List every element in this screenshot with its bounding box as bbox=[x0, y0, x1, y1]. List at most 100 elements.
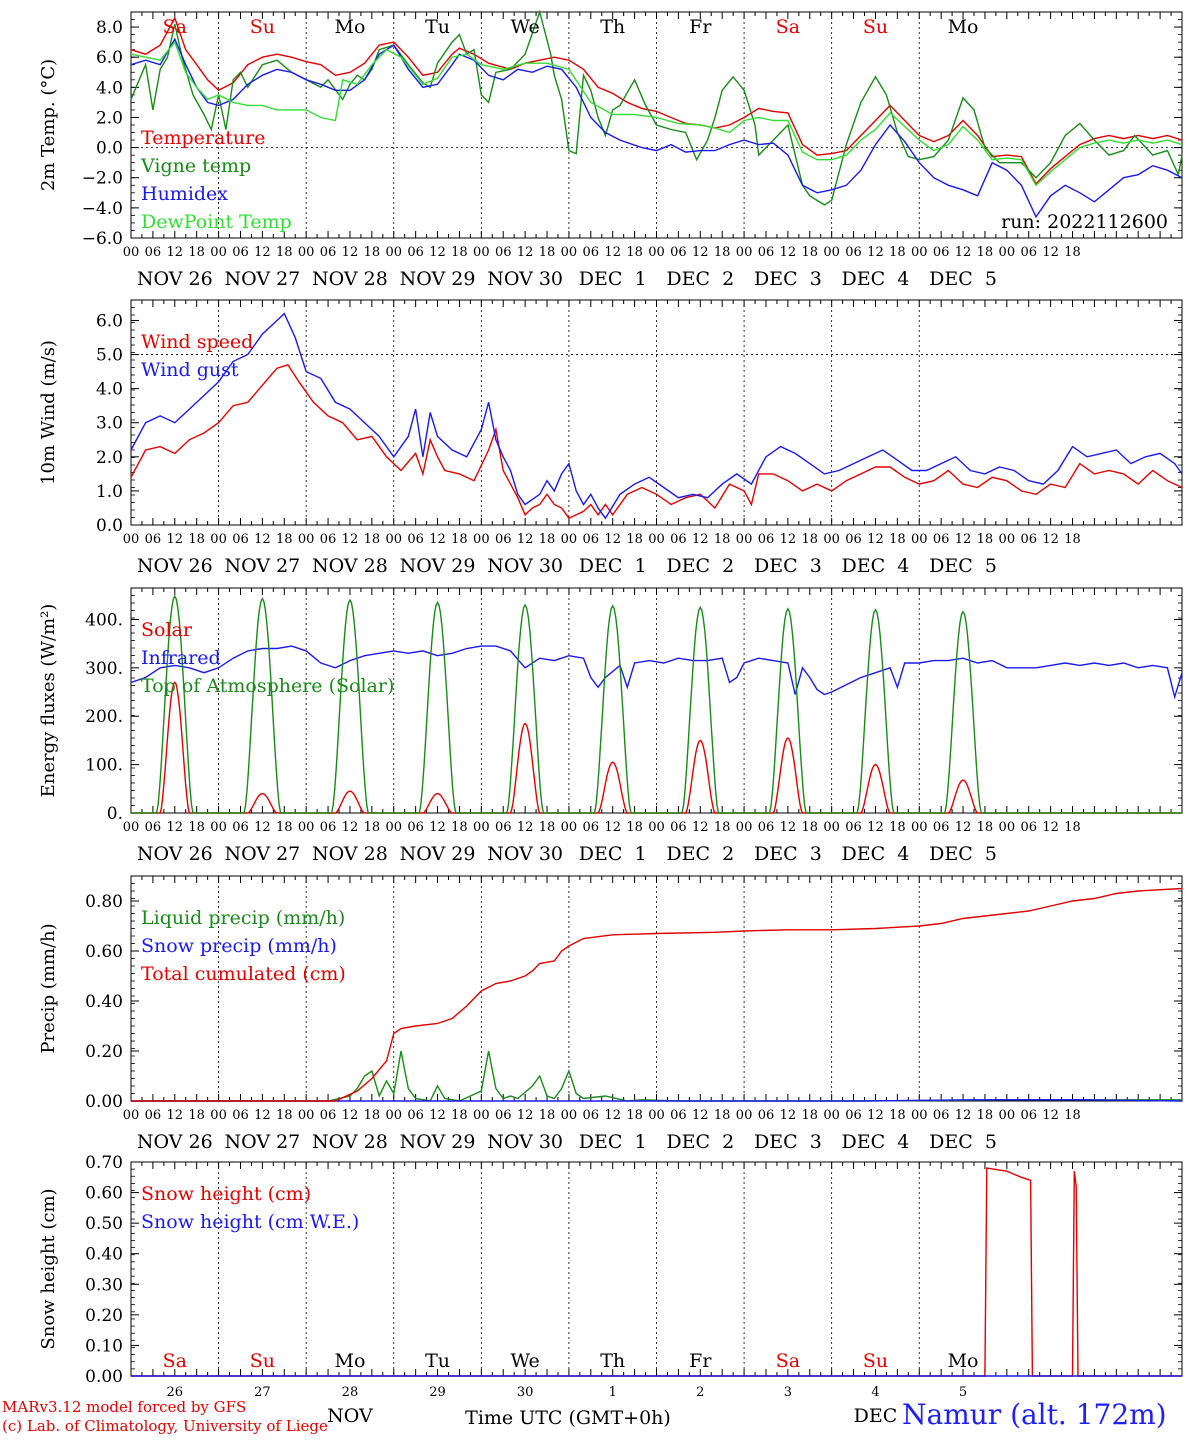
x-tick-label: 18 bbox=[1064, 245, 1081, 260]
date-label: NOV 29 bbox=[400, 268, 476, 290]
x-tick-label: 18 bbox=[188, 532, 205, 547]
x-tick-label: 06 bbox=[670, 245, 687, 260]
y-tick-label: 2.0 bbox=[96, 108, 123, 128]
x-tick-label: 18 bbox=[276, 1108, 293, 1123]
x-tick-label: 18 bbox=[539, 1108, 556, 1123]
y-tick-label: 6.0 bbox=[96, 311, 123, 331]
y-tick-label: 0.30 bbox=[85, 1275, 123, 1295]
date-label: DEC 4 bbox=[842, 843, 910, 865]
weekday-label: We bbox=[511, 1350, 540, 1372]
x-tick-label: 12 bbox=[780, 532, 797, 547]
day-number-label: 29 bbox=[429, 1385, 446, 1400]
x-tick-label: 18 bbox=[451, 245, 468, 260]
x-tick-label: 12 bbox=[604, 820, 621, 835]
x-tick-label: 12 bbox=[254, 1108, 271, 1123]
date-label: DEC 2 bbox=[666, 1131, 734, 1153]
x-tick-label: 12 bbox=[955, 245, 972, 260]
x-tick-label: 18 bbox=[626, 1108, 643, 1123]
x-tick-label: 12 bbox=[167, 245, 184, 260]
legend-entry: Wind speed bbox=[141, 331, 253, 353]
x-tick-label: 12 bbox=[342, 532, 359, 547]
series-line-wind-speed bbox=[130, 363, 1183, 520]
x-tick-label: 00 bbox=[648, 245, 665, 260]
x-tick-label: 06 bbox=[145, 532, 162, 547]
legend-entry: Wind gust bbox=[141, 359, 239, 381]
x-tick-label: 12 bbox=[167, 532, 184, 547]
x-tick-label: 18 bbox=[539, 532, 556, 547]
weekday-label: Mo bbox=[948, 16, 979, 38]
x-tick-label: 18 bbox=[188, 245, 205, 260]
x-tick-label: 12 bbox=[517, 245, 534, 260]
x-tick-label: 12 bbox=[604, 245, 621, 260]
weekday-label: Su bbox=[250, 16, 275, 38]
date-label: NOV 27 bbox=[224, 555, 300, 577]
x-tick-label: 06 bbox=[758, 532, 775, 547]
x-tick-label: 00 bbox=[736, 820, 753, 835]
x-tick-label: 18 bbox=[801, 1108, 818, 1123]
x-tick-label: 06 bbox=[320, 1108, 337, 1123]
x-tick-label: 06 bbox=[232, 532, 249, 547]
day-number-label: 5 bbox=[959, 1385, 967, 1400]
x-tick-label: 00 bbox=[561, 1108, 578, 1123]
x-tick-label: 00 bbox=[823, 820, 840, 835]
date-label: NOV 29 bbox=[400, 1131, 476, 1153]
date-label: NOV 26 bbox=[137, 555, 213, 577]
y-tick-label: 4.0 bbox=[96, 78, 123, 98]
x-tick-label: 18 bbox=[1064, 532, 1081, 547]
y-tick-label: 0.60 bbox=[85, 942, 123, 962]
day-number-label: 26 bbox=[167, 1385, 184, 1400]
x-tick-label: 00 bbox=[473, 532, 490, 547]
panel-2: 6.0 5.0 4.0 3.0 2.0 1.0 0.0 10m Wind (m/s) Wind … bbox=[38, 299, 1183, 577]
x-tick-label: 18 bbox=[188, 820, 205, 835]
x-tick-label: 00 bbox=[473, 1108, 490, 1123]
x-tick-label: 06 bbox=[1020, 532, 1037, 547]
x-tick-label: 06 bbox=[845, 820, 862, 835]
x-tick-label: 06 bbox=[145, 1108, 162, 1123]
x-tick-label: 00 bbox=[999, 532, 1016, 547]
date-label: DEC 4 bbox=[842, 555, 910, 577]
x-tick-label: 06 bbox=[407, 1108, 424, 1123]
date-label: NOV 26 bbox=[137, 1131, 213, 1153]
station-title: Namur (alt. 172m) bbox=[902, 1398, 1167, 1431]
x-tick-label: 00 bbox=[823, 1108, 840, 1123]
weekday-label: Sa bbox=[776, 16, 800, 38]
date-label: DEC 4 bbox=[842, 268, 910, 290]
x-tick-label: 06 bbox=[145, 245, 162, 260]
weekday-label: Su bbox=[863, 1350, 888, 1372]
x-tick-label: 06 bbox=[320, 820, 337, 835]
x-tick-label: 18 bbox=[714, 532, 731, 547]
x-tick-label: 12 bbox=[955, 820, 972, 835]
date-label: DEC 1 bbox=[579, 1131, 647, 1153]
y-tick-label: 0.0 bbox=[96, 139, 123, 159]
x-tick-label: 18 bbox=[801, 820, 818, 835]
weekday-label: Tu bbox=[425, 1350, 450, 1372]
series-line-liquid-precip-mm-h- bbox=[131, 1050, 1182, 1102]
y-tick-label: 2.0 bbox=[96, 448, 123, 468]
date-label: NOV 27 bbox=[224, 268, 300, 290]
date-label: DEC 1 bbox=[579, 268, 647, 290]
x-tick-label: 18 bbox=[889, 820, 906, 835]
weekday-label: Fr bbox=[689, 16, 712, 38]
panel-1: 8.0 6.0 4.0 2.0 0.0 −2.0 −4.0 −6.0 2m Temp. (°C)… bbox=[38, 9, 1183, 290]
x-tick-label: 12 bbox=[517, 1108, 534, 1123]
x-tick-label: 12 bbox=[780, 820, 797, 835]
x-tick-label: 00 bbox=[736, 1108, 753, 1123]
x-tick-label: 00 bbox=[648, 532, 665, 547]
x-tick-label: 18 bbox=[714, 820, 731, 835]
date-label: DEC 2 bbox=[666, 268, 734, 290]
legend-entry: Top of Atmosphere (Solar) bbox=[141, 675, 394, 697]
date-label: NOV 29 bbox=[400, 843, 476, 865]
y-tick-label: 200. bbox=[85, 707, 123, 727]
date-label: NOV 28 bbox=[312, 268, 388, 290]
x-tick-label: 06 bbox=[758, 245, 775, 260]
date-label: NOV 28 bbox=[312, 1131, 388, 1153]
series-line-snow-precip-mm-h- bbox=[131, 1099, 1183, 1102]
x-tick-label: 00 bbox=[999, 1108, 1016, 1123]
series-line-vigne-temp bbox=[130, 9, 1183, 206]
y-tick-label: 4.0 bbox=[96, 380, 123, 400]
series-line-infrared bbox=[130, 645, 1183, 700]
date-label: NOV 29 bbox=[400, 555, 476, 577]
x-tick-label: 12 bbox=[429, 820, 446, 835]
x-tick-label: 12 bbox=[867, 532, 884, 547]
x-tick-label: 18 bbox=[364, 1108, 381, 1123]
